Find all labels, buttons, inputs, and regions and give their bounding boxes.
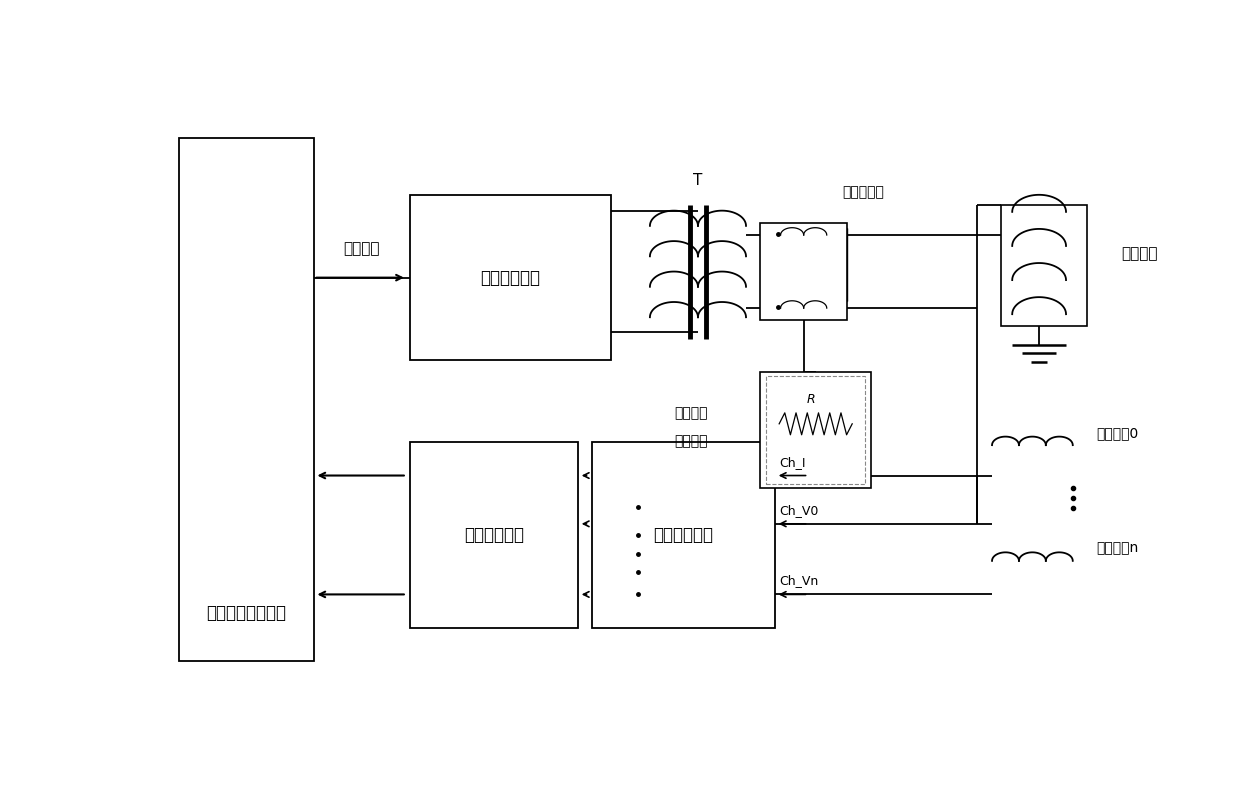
Text: 发射信号: 发射信号 — [343, 241, 379, 256]
Text: 功率驱动单元: 功率驱动单元 — [481, 269, 541, 286]
Bar — [179, 138, 314, 661]
Bar — [409, 195, 611, 360]
Bar — [1001, 205, 1087, 327]
Bar — [766, 376, 866, 484]
Text: 接收线圈n: 接收线圈n — [1096, 542, 1138, 555]
Text: 转换单元: 转换单元 — [675, 434, 708, 448]
Text: 发射线圈: 发射线圈 — [1121, 246, 1157, 261]
Text: Ch_Vn: Ch_Vn — [780, 574, 818, 588]
Text: T: T — [693, 172, 703, 187]
Bar — [409, 442, 578, 628]
Bar — [760, 223, 847, 320]
Text: Ch_V0: Ch_V0 — [780, 504, 820, 517]
Text: 数字信号处理单元: 数字信号处理单元 — [206, 604, 286, 622]
Text: R: R — [806, 393, 815, 406]
Text: 前置放大单元: 前置放大单元 — [653, 526, 713, 544]
Bar — [593, 442, 775, 628]
Text: 接收线圈0: 接收线圈0 — [1096, 426, 1138, 440]
Bar — [760, 372, 870, 488]
Text: 电流电压: 电流电压 — [675, 406, 708, 420]
Text: Ch_I: Ch_I — [780, 456, 806, 468]
Text: 电流互感器: 电流互感器 — [842, 185, 884, 199]
Text: 模数转换单元: 模数转换单元 — [464, 526, 523, 544]
